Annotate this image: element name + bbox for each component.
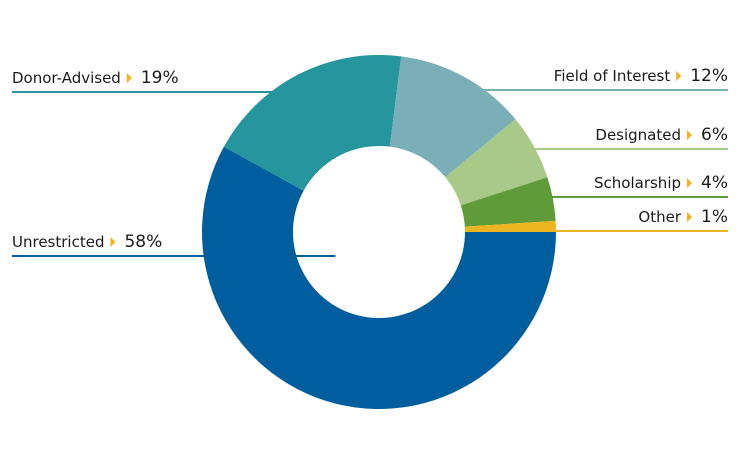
label-name: Field of Interest (554, 67, 671, 85)
label-name: Unrestricted (12, 233, 104, 251)
slice-other (464, 220, 556, 232)
label-field-of-interest: Field of Interest 12% (554, 66, 728, 86)
label-other: Other 1% (638, 207, 728, 227)
label-name: Designated (595, 126, 681, 144)
label-unrestricted: Unrestricted 58% (12, 232, 162, 252)
label-value: 1% (701, 207, 728, 227)
label-value: 19% (141, 68, 179, 88)
slice-designated (445, 119, 548, 206)
slice-scholarship (460, 177, 556, 227)
label-arrow-icon (687, 178, 693, 188)
label-arrow-icon (676, 71, 682, 81)
label-name: Scholarship (594, 174, 681, 192)
donut-slices (202, 54, 557, 409)
label-value: 4% (701, 173, 728, 193)
label-arrow-icon (110, 237, 116, 247)
label-value: 58% (124, 232, 162, 252)
label-donor-advised: Donor-Advised 19% (12, 68, 179, 88)
label-designated: Designated 6% (595, 125, 728, 145)
slice-donor-advised (223, 54, 402, 191)
label-name: Other (638, 208, 681, 226)
slice-labels: Unrestricted 58% Donor-Advised 19% Field of … (12, 66, 728, 252)
label-name: Donor-Advised (12, 69, 121, 87)
label-arrow-icon (126, 73, 132, 83)
slice-field-of-interest (389, 56, 516, 178)
label-value: 6% (701, 125, 728, 145)
label-value: 12% (690, 66, 728, 86)
label-arrow-icon (687, 212, 693, 222)
label-scholarship: Scholarship 4% (594, 173, 728, 193)
slice-unrestricted (202, 146, 557, 409)
label-arrow-icon (687, 130, 693, 140)
